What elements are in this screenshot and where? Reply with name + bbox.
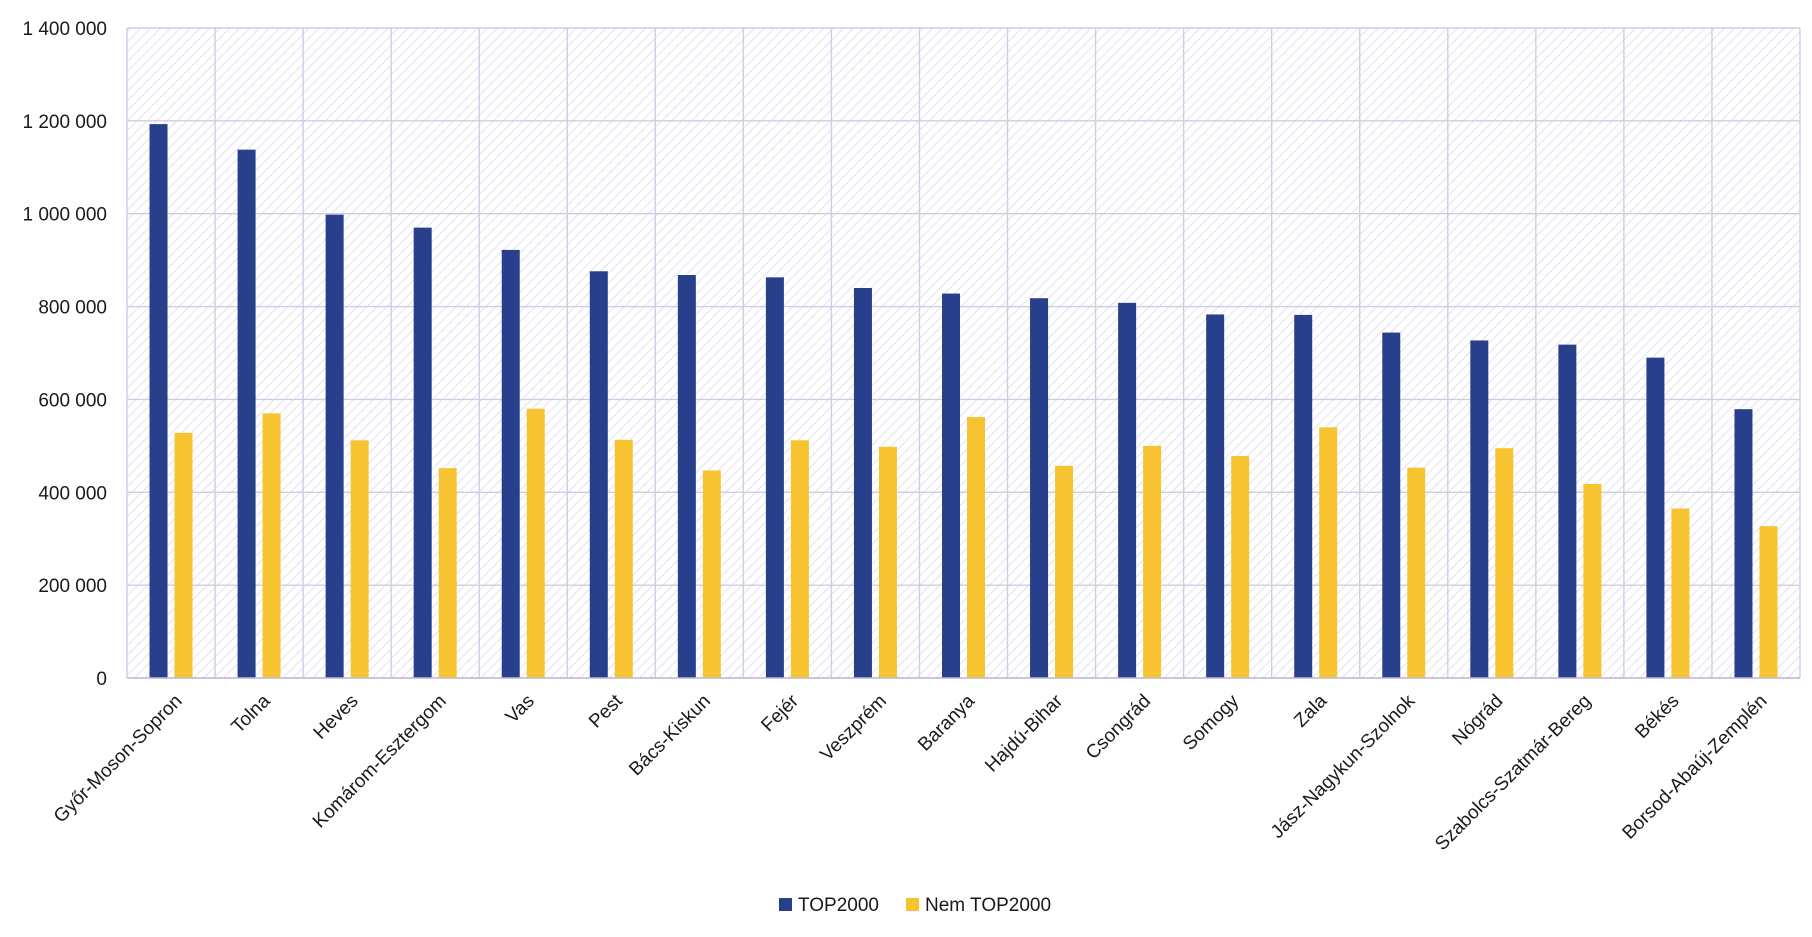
- legend: TOP2000 Nem TOP2000: [779, 895, 1051, 916]
- y-tick-label: 0: [96, 669, 107, 690]
- bar-nem-top2000: [1231, 456, 1250, 678]
- bar-nem-top2000: [967, 417, 985, 678]
- bar-nem-top2000: [350, 440, 369, 678]
- legend-label: TOP2000: [798, 895, 879, 916]
- bar-top2000: [677, 275, 696, 678]
- bar-nem-top2000: [790, 440, 809, 678]
- bar-nem-top2000: [262, 413, 281, 678]
- bar-top2000: [413, 227, 432, 678]
- bar-top2000: [1118, 302, 1137, 678]
- bar-top2000: [765, 277, 784, 678]
- bar-nem-top2000: [1143, 445, 1162, 678]
- bar-top2000: [149, 124, 168, 679]
- bar-top2000: [325, 214, 344, 678]
- bar-nem-top2000: [1583, 483, 1602, 678]
- bar-top2000: [1470, 340, 1489, 678]
- x-category-label: Szabolcs-Szatmár-Bereg: [1431, 691, 1595, 855]
- bar-top2000: [942, 293, 960, 678]
- bars: [149, 124, 1778, 679]
- x-category-label: Somogy: [1179, 690, 1243, 754]
- x-category-label: Fejér: [757, 690, 803, 736]
- bar-nem-top2000: [1495, 448, 1514, 678]
- bar-top2000: [589, 271, 608, 678]
- bar-top2000: [1294, 314, 1313, 678]
- x-category-label: Tolna: [228, 690, 275, 737]
- bar-top2000: [1382, 332, 1401, 678]
- x-category-label: Jász-Nagykun-Szolnok: [1267, 690, 1420, 843]
- x-category-label: Pest: [585, 690, 627, 732]
- x-axis: Győr-Moson-Sopron Tolna HevesKomárom-Eszte…: [50, 677, 1800, 855]
- y-tick-label: 400 000: [38, 483, 107, 504]
- bar-top2000: [1030, 298, 1049, 678]
- bar-top2000: [1558, 344, 1577, 678]
- y-tick-label: 1 200 000: [22, 112, 107, 133]
- bar-nem-top2000: [878, 446, 897, 678]
- gridlines: [126, 27, 1801, 679]
- x-category-label: Vas: [502, 691, 539, 728]
- bar-nem-top2000: [1319, 427, 1338, 678]
- y-axis: 0 200 000 400 000 600 000 800 000 1 000 000 1 …: [22, 19, 107, 690]
- x-category-label: Baranya: [914, 690, 979, 755]
- bar-nem-top2000: [702, 470, 721, 678]
- bar-nem-top2000: [1407, 467, 1426, 678]
- x-category-label: Csongrád: [1082, 691, 1155, 764]
- y-tick-label: 800 000: [38, 298, 107, 319]
- bar-top2000: [237, 149, 256, 679]
- bar-nem-top2000: [1055, 465, 1074, 678]
- legend-swatch-nem-top2000: [906, 898, 919, 911]
- bar-nem-top2000: [174, 432, 193, 678]
- x-category-label: Veszprém: [816, 691, 891, 766]
- bar-top2000: [853, 288, 872, 678]
- bar-nem-top2000: [526, 408, 545, 678]
- plot-area: [127, 28, 1800, 678]
- y-tick-label: 1 000 000: [22, 205, 107, 226]
- x-category-label: Nógrád: [1448, 691, 1507, 750]
- bar-top2000: [501, 249, 520, 678]
- x-category-label: Békés: [1631, 691, 1683, 743]
- bar-nem-top2000: [614, 439, 633, 678]
- bar-nem-top2000: [1671, 508, 1690, 678]
- x-category-label: Zala: [1290, 690, 1331, 731]
- legend-label: Nem TOP2000: [925, 895, 1051, 916]
- bar-top2000: [1646, 357, 1665, 678]
- y-tick-label: 600 000: [38, 390, 107, 411]
- bar-top2000: [1734, 409, 1753, 678]
- bar-top2000: [1206, 314, 1225, 678]
- y-tick-label: 200 000: [38, 576, 107, 597]
- x-category-label: Hajdú-Bihar: [981, 690, 1067, 776]
- x-category-label: Bács-Kiskun: [625, 691, 715, 781]
- x-category-label: Heves: [310, 691, 363, 744]
- x-category-label: Győr-Moson-Sopron: [50, 691, 187, 828]
- x-category-label: Borsod-Abaúj-Zemplén: [1619, 691, 1772, 844]
- legend-swatch-top2000: [779, 898, 792, 911]
- bar-nem-top2000: [438, 468, 457, 678]
- y-tick-label: 1 400 000: [22, 19, 107, 40]
- bar-nem-top2000: [1759, 526, 1778, 678]
